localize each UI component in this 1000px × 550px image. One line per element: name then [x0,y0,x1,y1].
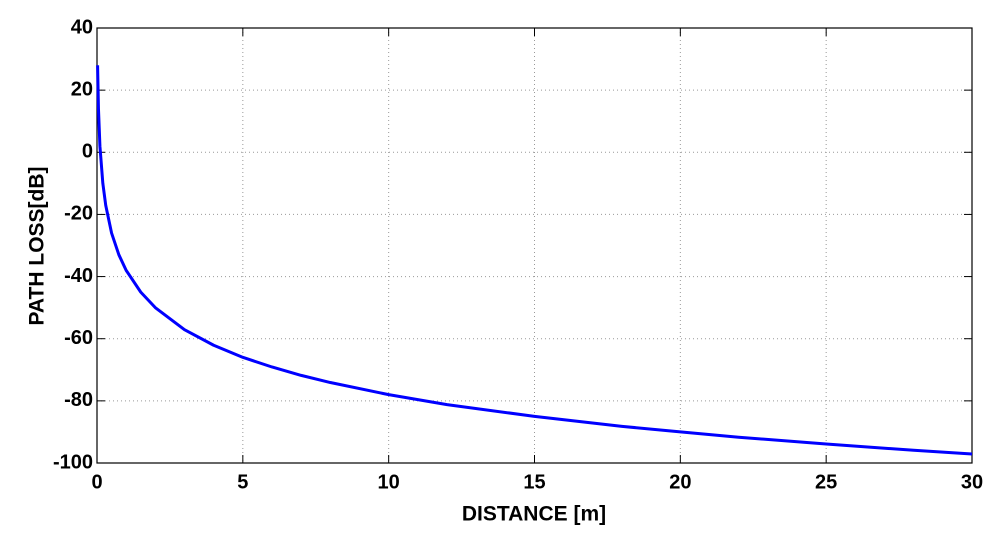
data-line [96,65,973,456]
y-tick-label: -40 [64,265,93,287]
y-tick-label: 20 [71,78,93,100]
x-tick-label: 20 [669,471,691,493]
y-tick-label: 0 [82,141,93,163]
x-tick-label: 15 [523,471,545,493]
x-axis-label: DISTANCE [m] [462,503,606,526]
y-axis-label: PATH LOSS[dB] [26,166,49,325]
x-tick-label: 25 [815,471,837,493]
x-tick-label: 30 [961,471,983,493]
plot-frame [96,27,973,464]
x-tick-label: 0 [91,471,102,493]
y-tick-label: -100 [53,451,93,473]
x-tick-label: 10 [378,471,400,493]
y-tick-label: 40 [71,16,93,38]
y-tick-label: -20 [64,203,93,225]
x-tick-label: 5 [237,471,248,493]
y-tick-label: -60 [64,327,93,349]
y-tick-label: -80 [64,389,93,411]
